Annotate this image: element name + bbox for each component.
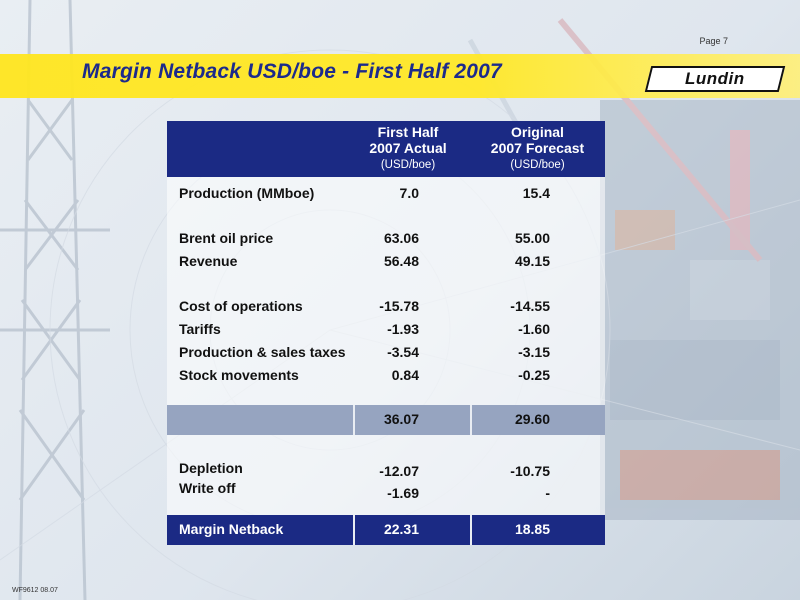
row-label: Tariffs <box>179 321 221 337</box>
value-actual: 7.0 <box>399 185 419 201</box>
table-row: Tariffs -1.93 -1.60 <box>167 318 605 340</box>
value-actual: 56.48 <box>383 253 419 269</box>
total-forecast: 18.85 <box>514 521 550 537</box>
table-row: Production (MMboe) 7.0 15.4 <box>167 182 605 204</box>
table-row: Brent oil price 63.06 55.00 <box>167 227 605 249</box>
column-header-forecast: Original 2007 Forecast (USD/boe) <box>470 124 605 173</box>
logo-text: Lundin <box>685 69 745 88</box>
table-header: First Half 2007 Actual (USD/boe) Origina… <box>167 121 605 177</box>
subtotal-actual: 36.07 <box>383 411 419 427</box>
row-label: Production (MMboe) <box>179 185 315 201</box>
row-label: Cost of operations <box>179 298 303 314</box>
value-forecast: 15.4 <box>522 185 550 201</box>
subtotal-forecast: 29.60 <box>514 411 550 427</box>
table-row: Revenue 56.48 49.15 <box>167 250 605 272</box>
value-actual: -12.07 <box>379 463 419 479</box>
footer-code: WF9612 08.07 <box>12 587 58 594</box>
table-row: Production & sales taxes -3.54 -3.15 <box>167 341 605 363</box>
column-header-line: First Half <box>377 124 439 140</box>
column-header-line: 2007 Forecast <box>490 140 585 156</box>
value-actual: -1.69 <box>387 485 419 501</box>
column-header-line: 2007 Actual <box>369 140 447 156</box>
value-actual: -1.93 <box>387 321 419 337</box>
column-header-actual: First Half 2007 Actual (USD/boe) <box>353 124 463 173</box>
value-actual: -3.54 <box>387 344 419 360</box>
column-header-unit: (USD/boe) <box>510 159 565 171</box>
total-row: Margin Netback 22.31 18.85 <box>167 515 605 545</box>
row-label: Depletion <box>179 460 243 476</box>
column-divider <box>353 515 355 545</box>
lundin-logo: Lundin <box>644 66 786 92</box>
row-label: Production & sales taxes <box>179 344 346 360</box>
value-actual: -15.78 <box>379 298 419 314</box>
value-forecast: 55.00 <box>514 230 550 246</box>
subtotal-row: 36.07 29.60 <box>167 405 605 435</box>
table-row: Stock movements 0.84 -0.25 <box>167 364 605 386</box>
column-header-unit: (USD/boe) <box>380 159 436 171</box>
value-forecast: -10.75 <box>510 463 550 479</box>
netback-table: First Half 2007 Actual (USD/boe) Origina… <box>167 121 605 545</box>
value-forecast: -3.15 <box>518 344 550 360</box>
page-number: Page 7 <box>699 36 728 46</box>
table-row: Cost of operations -15.78 -14.55 <box>167 295 605 317</box>
page-title: Margin Netback USD/boe - First Half 2007 <box>82 60 502 83</box>
column-header-line: Original <box>511 124 564 140</box>
column-divider <box>470 405 472 435</box>
value-forecast: -14.55 <box>510 298 550 314</box>
value-forecast: -1.60 <box>518 321 550 337</box>
total-label: Margin Netback <box>179 521 284 537</box>
row-label: Write off <box>179 480 236 496</box>
value-forecast: 49.15 <box>514 253 550 269</box>
value-forecast: - <box>545 485 550 501</box>
table-row: Write off -1.69 - <box>167 477 605 501</box>
value-forecast: -0.25 <box>518 367 550 383</box>
total-actual: 22.31 <box>383 521 419 537</box>
table-row: Depletion -12.07 -10.75 <box>167 457 605 479</box>
row-label: Stock movements <box>179 367 299 383</box>
row-label: Brent oil price <box>179 230 274 246</box>
value-actual: 0.84 <box>391 367 419 383</box>
value-actual: 63.06 <box>383 230 419 246</box>
table-body: Production (MMboe) 7.0 15.4 Brent oil pr… <box>167 177 605 405</box>
table-body-lower: Depletion -12.07 -10.75 Write off -1.69 … <box>167 435 605 515</box>
column-divider <box>470 515 472 545</box>
row-label: Revenue <box>179 253 238 269</box>
column-divider <box>353 405 355 435</box>
